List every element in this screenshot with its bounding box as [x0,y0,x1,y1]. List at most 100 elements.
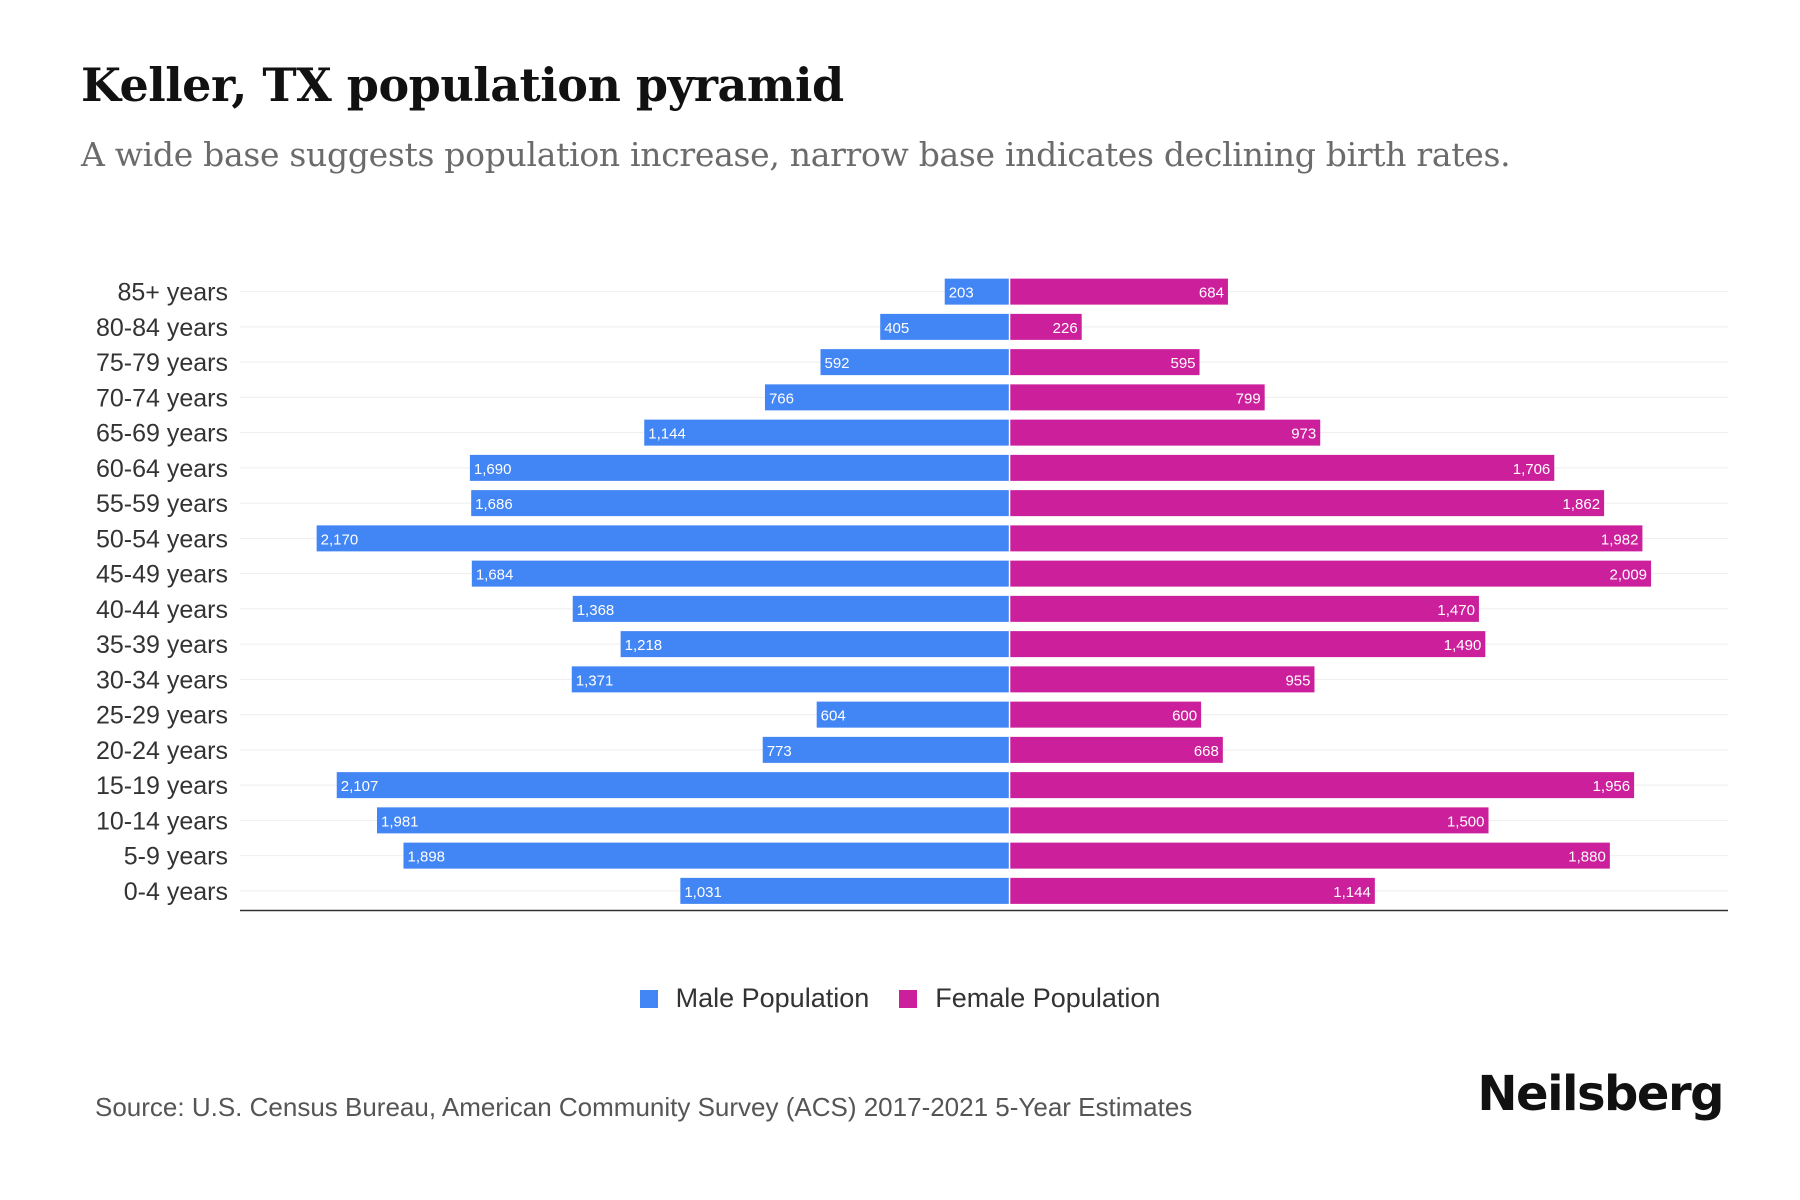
brand-logo: Neilsberg [1477,1066,1724,1122]
data-label-female: 1,982 [1601,531,1639,548]
bar-female [1009,701,1202,728]
data-label-male: 2,107 [341,778,379,795]
source-note: Source: U.S. Census Bureau, American Com… [95,1092,1193,1122]
category-label: 5-9 years [124,843,228,871]
bar-male [403,842,1010,869]
legend-label-female: Female Population [935,983,1161,1013]
data-label-male: 1,218 [625,637,663,654]
category-label: 55-59 years [96,490,228,518]
bar-female [1009,560,1652,587]
bar-male [316,525,1010,552]
data-label-female: 1,880 [1568,849,1606,866]
bar-male [336,772,1010,799]
bar-female [1009,877,1375,904]
data-label-male: 1,031 [684,884,722,901]
bar-female [1009,349,1200,376]
bar-female [1009,666,1315,693]
bar-male [620,631,1010,658]
bar-male [762,736,1010,763]
data-label-female: 973 [1291,426,1316,443]
bar-male [376,807,1010,834]
category-label: 0-4 years [124,878,228,906]
data-label-female: 1,706 [1513,461,1551,478]
data-label-male: 1,686 [475,496,513,513]
bar-male [471,560,1010,587]
category-label: 45-49 years [96,561,228,589]
data-label-female: 2,009 [1609,567,1647,584]
legend-item-male: Male Population [639,983,870,1014]
data-label-female: 1,862 [1563,496,1601,513]
bar-male [944,278,1010,305]
data-label-female: 684 [1199,285,1224,302]
category-label: 65-69 years [96,420,228,448]
bar-female [1009,313,1082,340]
bar-female [1009,842,1610,869]
bar-male [469,454,1010,481]
data-label-female: 955 [1285,672,1310,689]
bar-male [820,349,1010,376]
data-label-female: 1,956 [1593,778,1631,795]
category-label: 40-44 years [96,596,228,624]
data-label-male: 1,368 [577,602,615,619]
data-label-female: 1,490 [1444,637,1482,654]
data-label-female: 600 [1172,708,1197,725]
bar-male [571,666,1010,693]
bar-male [572,595,1010,622]
bar-female [1009,525,1643,552]
data-label-male: 203 [949,285,974,302]
data-label-male: 1,144 [648,426,686,443]
bar-female [1009,384,1265,411]
category-label: 50-54 years [96,525,228,553]
data-label-male: 1,684 [476,567,514,584]
bar-female [1009,631,1486,658]
category-label: 80-84 years [96,314,228,342]
bar-female [1009,736,1223,763]
data-label-male: 1,981 [381,813,419,830]
category-label: 20-24 years [96,737,228,765]
bar-male [644,419,1010,446]
category-label: 10-14 years [96,807,228,835]
data-label-male: 604 [821,708,846,725]
bar-female [1009,490,1605,517]
data-label-male: 1,690 [474,461,512,478]
bar-female [1009,595,1479,622]
data-label-female: 1,500 [1447,813,1485,830]
category-label: 35-39 years [96,631,228,659]
chart-subtitle: A wide base suggests population increase… [81,135,1511,174]
data-label-female: 226 [1053,320,1078,337]
data-label-male: 2,170 [321,531,359,548]
legend-swatch-male [639,989,658,1008]
bar-female [1009,807,1489,834]
chart-title: Keller, TX population pyramid [81,58,844,112]
bar-male [816,701,1010,728]
legend-item-female: Female Population [899,983,1160,1014]
data-label-female: 1,470 [1437,602,1475,619]
data-label-male: 592 [825,355,850,372]
data-label-male: 1,371 [576,672,614,689]
bar-male [680,877,1010,904]
category-label: 70-74 years [96,384,228,412]
bar-male [880,313,1010,340]
legend-label-male: Male Population [675,983,870,1013]
category-label: 25-29 years [96,702,228,730]
bar-male [471,490,1010,517]
bar-male [764,384,1010,411]
data-label-male: 773 [767,743,792,760]
data-label-female: 1,144 [1333,884,1371,901]
bar-female [1009,419,1321,446]
data-label-male: 405 [884,320,909,337]
legend-swatch-female [899,989,918,1008]
bar-female [1009,278,1228,305]
category-label: 30-34 years [96,666,228,694]
data-label-male: 766 [769,390,794,407]
bar-female [1009,454,1555,481]
data-label-female: 799 [1236,390,1261,407]
category-label: 60-64 years [96,455,228,483]
data-label-female: 595 [1171,355,1196,372]
data-label-male: 1,898 [407,849,445,866]
category-label: 15-19 years [96,772,228,800]
category-label: 75-79 years [96,349,228,377]
bar-female [1009,772,1635,799]
chart-legend: Male Population Female Population [0,983,1800,1014]
